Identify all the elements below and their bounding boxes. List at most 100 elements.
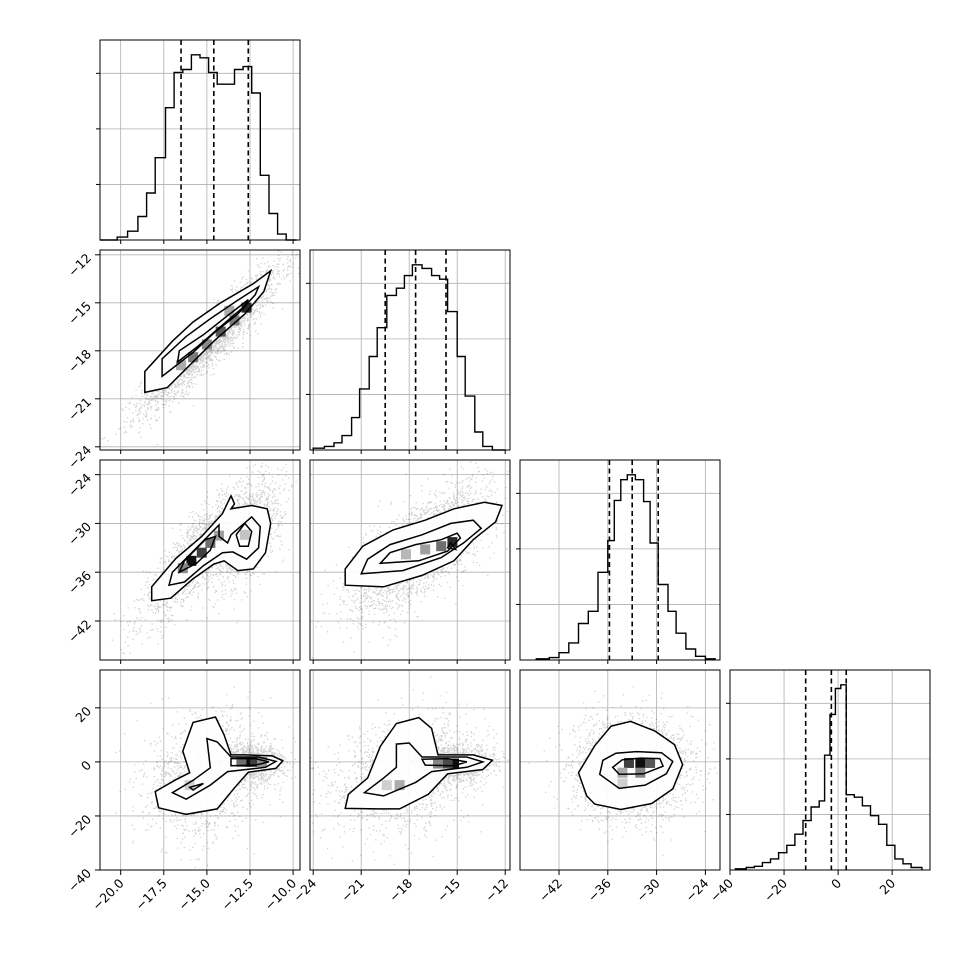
density-cell [394, 780, 405, 791]
scatter-panel-1-3 [309, 669, 511, 871]
x-tick-label: −20 [761, 875, 790, 904]
y-tick-label: −12 [65, 250, 94, 279]
density-cell [196, 547, 207, 558]
panel-content [520, 670, 720, 870]
panel-frame [99, 39, 301, 241]
y-tick-label: 20 [72, 703, 94, 725]
y-tick-label: −24 [65, 470, 94, 499]
contour-level-1 [167, 515, 262, 587]
panel-content [100, 670, 300, 870]
density-cell [617, 778, 628, 789]
x-tick-label: −30 [633, 875, 662, 904]
density-cell [205, 537, 216, 548]
y-tick-label: −30 [65, 519, 94, 548]
y-tick-label: 0 [78, 757, 94, 773]
histogram-panel-3 [726, 669, 931, 871]
x-tick-label: −12 [482, 876, 511, 905]
density-cell [236, 756, 247, 767]
x-tick-label: −21 [338, 876, 367, 905]
contour-level-0 [150, 493, 272, 602]
density-cell [635, 767, 646, 778]
density-cell [420, 544, 431, 555]
x-tick-label: −42 [536, 876, 565, 905]
density-cell [449, 758, 459, 769]
x-tick-label: 0 [828, 875, 844, 891]
contour-level-0 [144, 268, 273, 394]
y-tick-label: −36 [65, 568, 94, 597]
density-cell [381, 780, 392, 791]
contour-level-1 [360, 519, 483, 575]
y-tick-label: −40 [65, 865, 94, 894]
density-cell [177, 563, 188, 574]
scatter-panel-0-1 [99, 249, 301, 451]
contour-level-0 [344, 716, 494, 810]
x-tick-label: −36 [585, 875, 614, 904]
panel-frame [309, 249, 511, 451]
x-tick-label: −15.0 [175, 875, 213, 913]
y-tick-label: −18 [65, 346, 94, 375]
contour-level-0 [344, 501, 504, 588]
density-cell [635, 757, 646, 768]
panel-content [310, 460, 510, 660]
panel-frame [99, 669, 301, 871]
density-cell [243, 756, 254, 767]
density-cell [623, 757, 634, 768]
density-cell [224, 305, 235, 316]
x-tick-label: −15 [434, 876, 463, 905]
x-tick-label: −24 [290, 875, 319, 904]
contour-level-1 [362, 742, 486, 797]
density-cell [401, 549, 411, 560]
density-cell [250, 756, 261, 767]
panel-frame [519, 459, 721, 661]
panel-frame [309, 459, 511, 661]
contour-level-2 [611, 757, 665, 776]
contour-level-1 [598, 750, 674, 790]
contour-level-0 [154, 716, 285, 816]
density-cell [257, 756, 268, 767]
density-cell [442, 758, 453, 769]
scatter-panel-0-2 [99, 459, 301, 661]
x-tick-label: −24 [682, 875, 711, 904]
contour-level-2 [188, 782, 204, 791]
histogram-step-0 [100, 54, 297, 241]
x-tick-label: −18 [386, 875, 415, 904]
panel-content [100, 250, 300, 450]
panel-frame [729, 669, 931, 871]
y-tick-label: −24 [65, 442, 94, 471]
contour-level-2 [420, 757, 468, 767]
contour-level-2 [177, 535, 217, 574]
density-cell [215, 326, 226, 337]
scatter-panel-0-3 [99, 669, 301, 871]
panel-frame [519, 669, 721, 871]
x-tick-label: −20.0 [89, 875, 127, 913]
panel-frame [99, 459, 301, 661]
histogram-panel-2 [516, 459, 721, 661]
density-cell [436, 541, 447, 552]
histogram-step-3 [734, 684, 923, 870]
histogram-panel-0 [96, 39, 301, 241]
x-tick-label: −12.5 [218, 876, 256, 914]
panel-frame [309, 669, 511, 871]
x-tick-label: 20 [876, 875, 898, 897]
panel-content [310, 670, 510, 870]
histogram-step-1 [312, 264, 506, 451]
density-cell [239, 529, 250, 540]
contour-level-1 [170, 737, 278, 801]
density-cell [176, 360, 187, 371]
contour-level-2 [378, 532, 462, 565]
y-tick-label: −20 [65, 811, 94, 840]
panel-frame [99, 249, 301, 451]
density-cell [229, 315, 240, 326]
density-cell [184, 780, 195, 791]
y-tick-label: −42 [65, 616, 94, 645]
scatter-panel-1-2 [309, 459, 511, 661]
contour-level-3 [230, 757, 270, 767]
histogram-step-2 [535, 474, 716, 660]
density-cell [617, 767, 628, 778]
density-cell [241, 302, 252, 313]
scatter-panel-2-3 [519, 669, 721, 871]
histogram-panel-1 [306, 249, 511, 451]
density-cell [186, 555, 197, 566]
density-cell [447, 537, 458, 548]
